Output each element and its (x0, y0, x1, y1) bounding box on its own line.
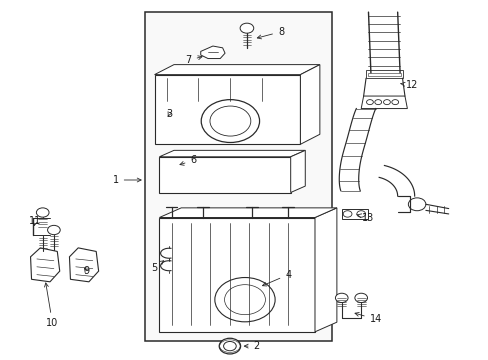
Circle shape (407, 198, 425, 211)
Polygon shape (314, 208, 336, 332)
Polygon shape (30, 248, 60, 282)
Circle shape (391, 100, 398, 105)
Polygon shape (290, 150, 305, 193)
Bar (341, 208, 368, 219)
Text: 4: 4 (262, 270, 291, 286)
Polygon shape (154, 75, 300, 144)
Circle shape (214, 278, 275, 322)
Bar (159, 217, 314, 332)
Text: 1: 1 (112, 175, 141, 185)
Bar (367, 73, 400, 76)
Text: 14: 14 (354, 312, 381, 324)
Circle shape (47, 225, 60, 235)
Bar (159, 157, 290, 193)
Text: 10: 10 (44, 283, 59, 328)
Polygon shape (159, 150, 305, 157)
Polygon shape (201, 46, 224, 59)
Text: 2: 2 (244, 341, 259, 351)
Text: 12: 12 (400, 80, 418, 90)
Circle shape (374, 100, 381, 105)
Circle shape (223, 342, 236, 351)
Text: 5: 5 (151, 261, 163, 273)
Polygon shape (300, 64, 319, 144)
Text: 3: 3 (166, 109, 172, 119)
Circle shape (383, 100, 389, 105)
Polygon shape (69, 248, 99, 282)
Circle shape (209, 106, 250, 136)
Text: 6: 6 (180, 156, 196, 165)
Circle shape (356, 211, 365, 217)
Text: 8: 8 (257, 27, 284, 39)
Circle shape (224, 285, 265, 315)
Polygon shape (159, 208, 336, 217)
Circle shape (343, 211, 351, 217)
Text: 9: 9 (83, 266, 89, 276)
Text: 11: 11 (29, 216, 41, 226)
Circle shape (354, 293, 367, 302)
Circle shape (366, 100, 372, 105)
Bar (144, 12, 331, 341)
Text: 7: 7 (185, 55, 202, 65)
Circle shape (201, 100, 259, 143)
Bar (366, 70, 402, 78)
Polygon shape (361, 96, 407, 109)
Text: 13: 13 (356, 212, 374, 222)
Polygon shape (154, 64, 319, 75)
Circle shape (240, 23, 253, 33)
Circle shape (36, 208, 49, 217)
Circle shape (219, 338, 240, 354)
Circle shape (335, 293, 347, 302)
